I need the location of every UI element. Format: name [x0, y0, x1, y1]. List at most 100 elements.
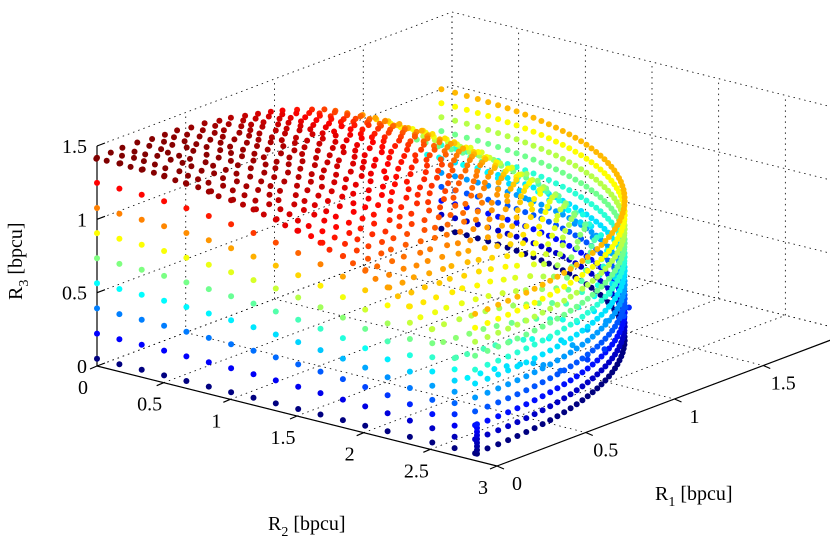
data-point [495, 427, 502, 434]
data-point [262, 161, 269, 168]
data-point [609, 285, 616, 292]
data-point [567, 265, 574, 272]
data-point [272, 354, 279, 361]
data-point [567, 321, 574, 328]
data-point [588, 201, 595, 208]
data-point [381, 168, 388, 175]
grid-line [451, 11, 830, 107]
data-point [579, 285, 586, 292]
z-tick [96, 289, 106, 294]
data-point [368, 134, 375, 141]
data-point [597, 208, 604, 215]
data-point [357, 225, 364, 232]
data-point [362, 325, 369, 332]
data-point [429, 354, 436, 361]
data-point [606, 359, 612, 366]
data-point [305, 223, 312, 229]
data-point [464, 162, 471, 169]
data-point [545, 246, 552, 253]
points-layer [93, 86, 632, 457]
data-point [354, 142, 361, 148]
data-point [339, 193, 346, 200]
data-point [539, 379, 546, 386]
data-point [542, 209, 549, 216]
data-point [578, 166, 585, 173]
data-point [308, 171, 315, 178]
data-point [606, 373, 612, 380]
data-point [481, 185, 487, 192]
data-point [589, 375, 596, 382]
data-point [530, 360, 537, 367]
data-point [228, 341, 235, 348]
data-point [606, 303, 612, 310]
data-point [127, 163, 134, 170]
data-point [442, 151, 449, 158]
data-point [505, 325, 512, 332]
data-point [574, 238, 581, 245]
data-point [472, 296, 479, 303]
data-point [311, 211, 318, 218]
data-point [606, 275, 612, 282]
data-point [396, 213, 403, 220]
data-point [138, 191, 145, 198]
data-point [538, 118, 545, 124]
data-point [271, 174, 278, 181]
data-point [505, 311, 512, 318]
data-point [531, 313, 538, 320]
data-point [518, 251, 525, 258]
data-point [472, 338, 479, 345]
data-point [435, 214, 442, 221]
data-point [161, 372, 168, 379]
data-point [231, 136, 238, 143]
data-point [138, 291, 145, 298]
data-point [359, 126, 366, 133]
data-point [559, 155, 566, 162]
data-point [362, 204, 369, 211]
data-point [494, 243, 501, 250]
data-point [594, 385, 601, 392]
data-point [507, 232, 514, 239]
data-point [301, 144, 308, 151]
data-point [561, 311, 568, 318]
data-point [116, 260, 123, 267]
data-point [567, 377, 574, 384]
data-point [354, 236, 361, 243]
data-point [345, 219, 352, 226]
data-point [567, 363, 574, 370]
data-point [513, 164, 520, 171]
data-point [275, 121, 282, 128]
data-point [458, 300, 465, 307]
data-point [449, 167, 456, 174]
data-point [523, 373, 530, 380]
data-point [94, 179, 100, 186]
data-point [579, 313, 586, 320]
data-point [375, 202, 382, 209]
data-point [495, 343, 502, 350]
data-point [572, 204, 579, 211]
data-point [556, 197, 563, 204]
data-point [438, 86, 445, 93]
data-point [472, 352, 479, 359]
data-point [429, 425, 436, 432]
data-point [250, 347, 257, 354]
data-point [384, 428, 391, 435]
data-point [567, 335, 574, 342]
data-point [505, 409, 512, 416]
data-point [205, 286, 212, 293]
data-point [444, 221, 451, 228]
data-point [594, 287, 601, 294]
data-point [546, 198, 553, 205]
data-point [495, 399, 502, 406]
data-point [362, 267, 369, 274]
data-point [205, 188, 212, 195]
data-point [333, 224, 340, 230]
data-point [572, 162, 579, 169]
data-point [362, 403, 369, 410]
data-point [295, 339, 302, 346]
data-point [264, 146, 271, 153]
data-point [276, 115, 283, 122]
data-point [181, 138, 188, 145]
data-point [505, 395, 512, 402]
data-point [523, 289, 530, 296]
data-point [523, 303, 530, 310]
